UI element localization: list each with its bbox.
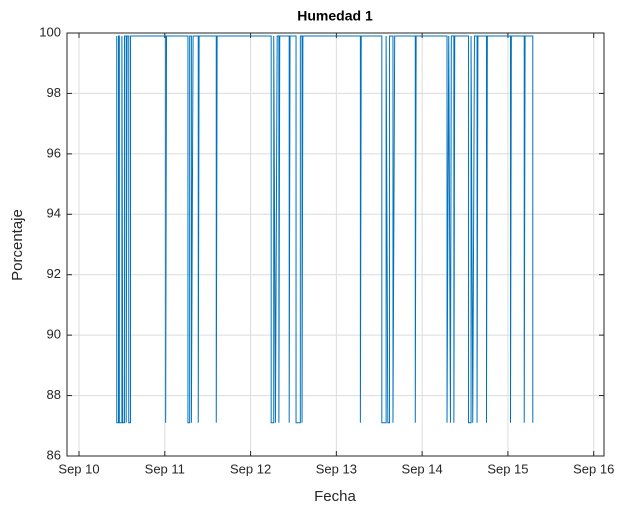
- axes-frame: [66, 32, 605, 457]
- chart-title: Humedad 1: [297, 8, 373, 24]
- y-tick-label: 98: [47, 85, 61, 100]
- y-tick-label: 96: [47, 145, 61, 160]
- y-tick-label: 90: [47, 327, 61, 342]
- x-tick-label: Sep 10: [58, 461, 99, 476]
- y-axis-label: Porcentaje: [9, 209, 26, 281]
- data-line: [116, 35, 534, 424]
- x-tick-label: Sep 15: [487, 461, 528, 476]
- x-tick-label: Sep 13: [316, 461, 357, 476]
- x-tick-label: Sep 11: [145, 461, 185, 476]
- y-tick-label: 92: [47, 266, 61, 281]
- x-tick-label: Sep 14: [402, 461, 443, 476]
- y-tick-label: 88: [47, 387, 61, 402]
- y-tick-label: 100: [39, 24, 61, 39]
- x-tick-label: Sep 16: [573, 461, 614, 476]
- x-tick-label: Sep 12: [230, 461, 271, 476]
- x-axis-label: Fecha: [314, 488, 356, 505]
- y-tick-label: 86: [47, 447, 61, 462]
- y-tick-label: 94: [47, 206, 61, 221]
